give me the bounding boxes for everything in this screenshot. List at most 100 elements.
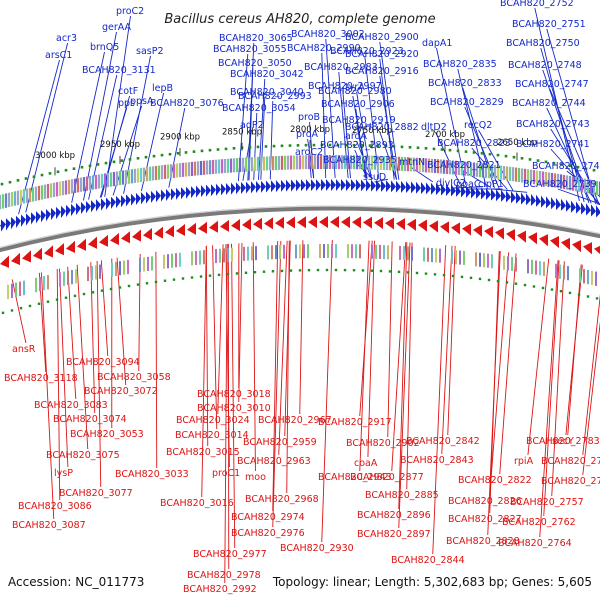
forward-gene-arrow [251,181,256,194]
reverse-gene-label: BCAH820_2930 [280,543,354,554]
forward-gene-arrow [206,184,211,197]
reverse-gene-arrow [187,222,196,235]
reverse-gene-arrow [308,216,317,229]
reverse-leader-line [76,264,89,450]
fwd-marker [184,151,188,154]
reverse-leader-line [367,240,375,458]
fwd-marker [440,148,444,151]
forward-gene-arrow [276,180,281,193]
forward-gene-arrow [121,195,126,208]
fwd-marker [344,143,348,147]
forward-gene-arrow [111,196,116,209]
forward-gene-label: BCAH820_2916 [345,66,419,77]
reverse-gene-arrow [143,228,152,241]
reverse-gene-label: secY [552,436,574,447]
forward-gene-label: BCAH820_2906 [321,99,395,110]
forward-gene-arrow [211,184,216,197]
rev-marker [343,268,347,272]
genome-backbone-highlight [0,205,600,249]
forward-gene-arrow [266,180,271,193]
reverse-gene-arrow [330,216,339,229]
forward-gene-arrow [56,206,61,220]
rev-marker [262,270,266,273]
rev-marker [1,311,5,315]
rev-marker [46,300,50,303]
fwd-marker [24,177,28,180]
reverse-gene-label: BCAH820_2959 [243,437,317,448]
forward-gene-arrow [541,195,546,208]
fwd-marker [376,144,380,148]
forward-gene-arrow [166,188,171,202]
fwd-marker [272,144,276,148]
fwd-marker [96,163,100,166]
forward-gene-arrow [11,216,16,230]
reverse-gene-label: BCAH820_2976 [231,528,305,539]
reverse-gene-arrow [88,236,97,249]
forward-gene-label: tyrA [345,82,365,93]
rev-marker [199,275,203,278]
forward-gene-arrow [336,179,341,192]
forward-gene-arrow [136,192,141,206]
reverse-leader-line [252,242,256,472]
fwd-marker [592,168,596,172]
reverse-gene-label: moo [245,472,266,483]
reverse-gene-arrow [451,222,460,235]
genome-title: Bacillus cereus AH820, complete genome [164,12,435,27]
forward-gene-label: gerAA [102,22,132,33]
forward-gene-label: BCAH820_3040 [230,87,304,98]
fwd-marker [448,148,452,152]
forward-gene-arrow [171,188,176,201]
forward-gene-arrow [106,197,111,210]
forward-leader-line [25,42,69,213]
forward-gene-arrow [426,182,431,195]
rev-marker [91,291,95,294]
fwd-marker [160,153,164,157]
fwd-marker [584,167,588,170]
forward-gene-arrow [576,201,581,214]
forward-gene-label: BCAH820_2997 [308,81,382,92]
reverse-gene-label: BCAH820_3087 [12,520,86,531]
rev-marker [37,302,41,305]
rev-marker [217,273,221,277]
rev-marker [145,282,149,285]
reverse-gene-label: BCAH820_2822 [458,475,532,486]
reverse-gene-arrow [440,221,449,234]
rev-marker [118,286,122,289]
rev-marker [406,271,410,274]
forward-gene-arrow [16,215,21,229]
rev-marker [82,292,86,296]
fwd-marker [40,173,44,177]
forward-gene-arrow [456,184,461,197]
forward-gene-arrow [286,179,291,192]
forward-gene-arrow [86,201,91,214]
forward-gene-arrow [126,194,131,207]
fwd-marker [48,172,52,175]
gene-labels: acr3 arsC1 proC2 gerAA brnQ5 BCAH820_3131 sasP… [4,0,600,595]
rev-marker [226,272,230,276]
forward-gene-arrow [511,191,516,204]
forward-gene-arrow [156,190,161,203]
forward-gene-arrow [561,198,566,211]
reverse-gene-label: BCAH820_3083 [34,400,108,411]
forward-gene-arrow [306,179,311,192]
rev-marker [109,287,113,291]
reverse-gene-label: BCAH820_3075 [46,450,120,461]
rev-marker [388,270,392,273]
forward-gene-arrow [451,184,456,197]
forward-gene-arrow [431,182,436,195]
fwd-marker [488,152,492,156]
rev-marker [298,269,302,272]
reverse-gene-label: BCAH820_3018 [197,389,271,400]
reverse-gene-arrow [561,237,570,251]
forward-gene-label: BCAH820_3050 [218,58,292,69]
fwd-marker [80,165,84,169]
forward-gene-arrow [291,179,296,192]
rev-marker [64,296,68,299]
forward-gene-arrow [91,200,96,213]
forward-gene-arrow [391,180,396,193]
rev-marker [568,291,572,295]
reverse-leader-line [447,246,456,436]
reverse-gene-arrow [473,224,482,237]
reverse-leader-line [499,253,517,475]
forward-gene-label: BCAH820_2823 [437,138,511,149]
